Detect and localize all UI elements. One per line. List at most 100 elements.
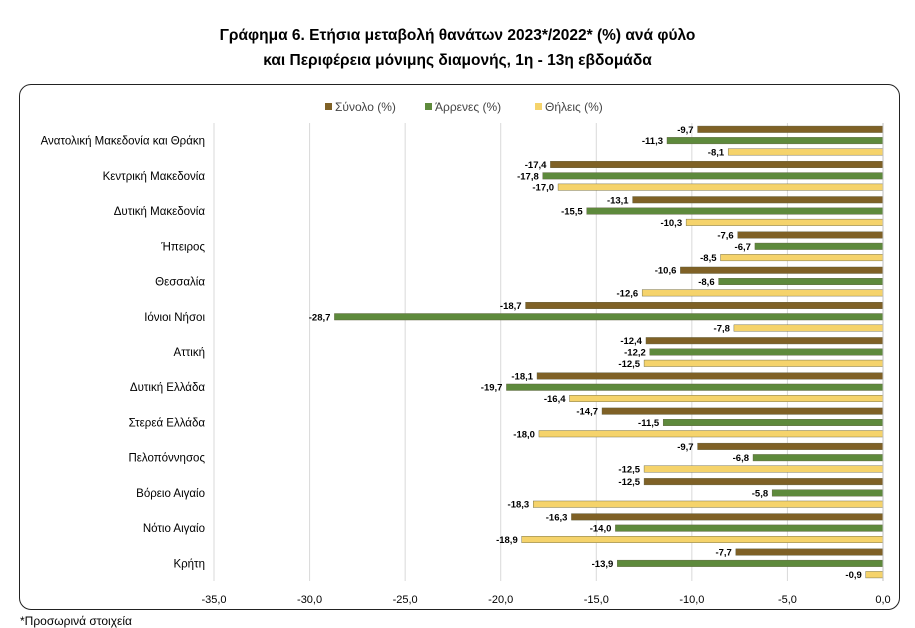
x-tick-label: -35,0 [201,594,226,606]
data-label-total: -12,5 [618,477,640,488]
category-label: Αττική [174,347,205,359]
data-label-female: -8,1 [708,147,725,158]
data-label-total: -7,6 [717,231,733,242]
data-label-male: -8,6 [698,277,714,288]
legend-label-female: Θήλεις (%) [545,100,603,114]
category-label: Πελοπόννησος [128,453,205,465]
data-label-female: -18,9 [496,535,518,546]
data-label-female: -12,6 [617,288,639,299]
bar-total [645,337,884,345]
data-label-total: -9,7 [677,442,693,453]
x-tick-label: -20,0 [488,594,513,606]
bar-male [506,383,884,391]
bar-male [649,348,884,356]
data-label-female: -8,5 [700,253,717,264]
data-label-male: -28,7 [309,312,331,323]
data-label-total: -17,4 [525,160,547,171]
data-label-total: -10,6 [655,266,677,277]
bar-male [718,278,884,285]
data-label-male: -11,5 [638,418,660,429]
data-label-female: -7,8 [714,324,730,335]
bar-male [752,454,884,462]
bar-male [666,137,884,145]
legend-swatch-male [425,103,432,110]
bar-male [334,313,884,321]
legend-swatch-total [325,103,332,110]
data-label-total: -14,7 [576,407,598,418]
data-label-male: -15,5 [561,207,583,218]
x-tick-label: -10,0 [679,594,704,606]
data-label-male: -6,8 [733,453,749,464]
bar-female [643,359,884,367]
category-label: Δυτική Ελλάδα [130,382,205,394]
data-label-male: -6,7 [735,242,751,253]
bar-male [542,172,884,180]
data-label-male: -19,7 [481,383,503,394]
chart-frame: -35,0 -30,0 -25,0 -20,0 -15,0 -10,0 -5,0 0,0 Σύν… [19,84,900,610]
bar-female [569,395,884,402]
x-tick-label: -5,0 [778,594,797,606]
bar-female [733,324,884,332]
bar-total [632,196,884,204]
bar-female [865,571,884,579]
legend-label-total: Σύνολο (%) [335,100,396,114]
data-label-total: -13,1 [607,195,629,206]
bar-female [538,430,884,438]
bar-total [601,407,884,415]
bar-male [754,242,884,250]
bar-total [550,161,884,168]
chart-title-line-1: Γράφημα 6. Ετήσια μεταβολή θανάτων 2023*… [219,27,696,44]
category-label: Κρήτη [173,558,205,570]
bar-total [737,231,884,239]
category-label: Δυτική Μακεδονία [114,206,206,218]
bar-female [557,183,884,191]
data-label-male: -13,9 [592,559,614,570]
data-label-female: -10,3 [660,218,682,229]
bar-total [697,125,884,133]
category-label: Ήπειρος [160,241,205,253]
data-label-male: -11,3 [642,136,663,147]
bar-female [533,500,884,508]
bar-female [641,289,884,297]
bar-total [735,548,884,556]
bar-total [536,372,884,380]
bar-female [685,218,884,226]
category-label: Βόρειο Αιγαίο [136,488,205,500]
category-label: Θεσσαλία [155,277,205,289]
data-label-female: -17,0 [532,183,554,194]
bar-male [617,559,884,567]
bar-female [727,148,884,156]
legend-label-male: Άρρενες (%) [435,100,501,114]
x-tick-label: -15,0 [584,594,609,606]
data-label-male: -14,0 [590,524,612,535]
bar-female [521,536,884,543]
footnote: *Προσωρινά στοιχεία [20,614,132,628]
bar-total [571,513,884,521]
bar-total [525,302,884,309]
data-label-total: -18,1 [511,371,533,382]
bar-male [615,524,884,532]
data-label-male: -12,2 [624,348,646,359]
data-label-total: -12,4 [620,336,642,347]
bar-total [680,266,884,274]
bar-total [697,442,884,450]
x-tick-label: -30,0 [297,594,322,606]
bar-female [720,254,884,262]
data-label-female: -12,5 [618,464,640,475]
x-tick-label: 0,0 [875,594,890,606]
data-label-total: -16,3 [546,512,568,523]
data-label-total: -18,7 [500,301,522,312]
category-label: Στερεά Ελλάδα [129,417,206,429]
category-label: Κεντρική Μακεδονία [103,171,206,183]
data-label-female: -12,5 [618,359,640,370]
data-label-male: -17,8 [517,171,539,182]
bar-male [771,489,884,497]
x-tick-label: -25,0 [393,594,418,606]
data-label-female: -16,4 [544,394,566,405]
chart-title-line-2: και Περιφέρεια μόνιμης διαμονής, 1η - 13… [263,52,652,69]
data-label-male: -5,8 [752,488,768,499]
data-label-female: -18,0 [513,429,535,440]
data-label-female: -18,3 [508,500,530,511]
category-label: Νότιο Αιγαίο [143,523,205,535]
data-label-total: -7,7 [715,548,731,559]
